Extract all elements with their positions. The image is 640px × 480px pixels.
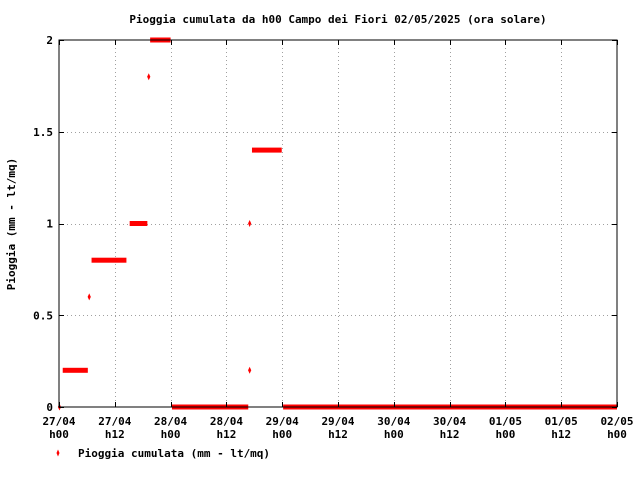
y-axis-label: Pioggia (mm - lt/mq) xyxy=(5,158,18,290)
data-point-run xyxy=(251,147,282,153)
x-tick-label-date: 30/04 xyxy=(433,415,466,428)
x-tick-label-hour: h12 xyxy=(551,428,571,441)
y-tick-label: 0 xyxy=(46,401,53,414)
legend-marker xyxy=(56,449,60,457)
y-tick-label: 1.5 xyxy=(33,126,53,139)
x-tick-label-date: 01/05 xyxy=(489,415,522,428)
data-point xyxy=(248,220,252,227)
y-tick-label: 0.5 xyxy=(33,309,53,322)
x-tick-label-hour: h00 xyxy=(384,428,404,441)
x-tick-label-hour: h00 xyxy=(495,428,515,441)
x-tick-label-hour: h12 xyxy=(216,428,236,441)
data-point-run xyxy=(91,257,127,263)
x-tick-label-date: 28/04 xyxy=(154,415,187,428)
grid-lines xyxy=(59,40,617,407)
x-tick-label-date: 01/05 xyxy=(545,415,578,428)
x-tick-label-date: 27/04 xyxy=(98,415,131,428)
x-tick-label-hour: h12 xyxy=(440,428,460,441)
x-tick-label-hour: h00 xyxy=(161,428,181,441)
x-tick-label-date: 28/04 xyxy=(210,415,243,428)
legend-label: Pioggia cumulata (mm - lt/mq) xyxy=(78,447,270,460)
data-point xyxy=(147,73,151,81)
x-tick-label-date: 29/04 xyxy=(321,415,354,428)
x-tick-label-hour: h12 xyxy=(328,428,348,441)
data-point-run xyxy=(129,221,148,226)
legend: Pioggia cumulata (mm - lt/mq) xyxy=(56,447,270,460)
x-tick-label-hour: h00 xyxy=(272,428,292,441)
x-tick-label-date: 30/04 xyxy=(377,415,410,428)
x-tick-label-hour: h00 xyxy=(49,428,69,441)
x-tick-label-hour: h00 xyxy=(607,428,627,441)
x-tick-label-date: 02/05 xyxy=(600,415,633,428)
x-tick-label-hour: h12 xyxy=(105,428,125,441)
data-point xyxy=(248,366,252,374)
axis-ticks: 00.511.5227/04h0027/04h1228/04h0028/04h1… xyxy=(33,34,633,441)
x-tick-label-date: 29/04 xyxy=(266,415,299,428)
data-point-run xyxy=(62,367,88,373)
y-tick-label: 2 xyxy=(46,34,53,47)
chart-title: Pioggia cumulata da h00 Campo dei Fiori … xyxy=(129,13,546,26)
data-series xyxy=(57,37,617,411)
data-point xyxy=(87,293,91,301)
y-tick-label: 1 xyxy=(46,218,53,231)
x-tick-label-date: 27/04 xyxy=(42,415,75,428)
